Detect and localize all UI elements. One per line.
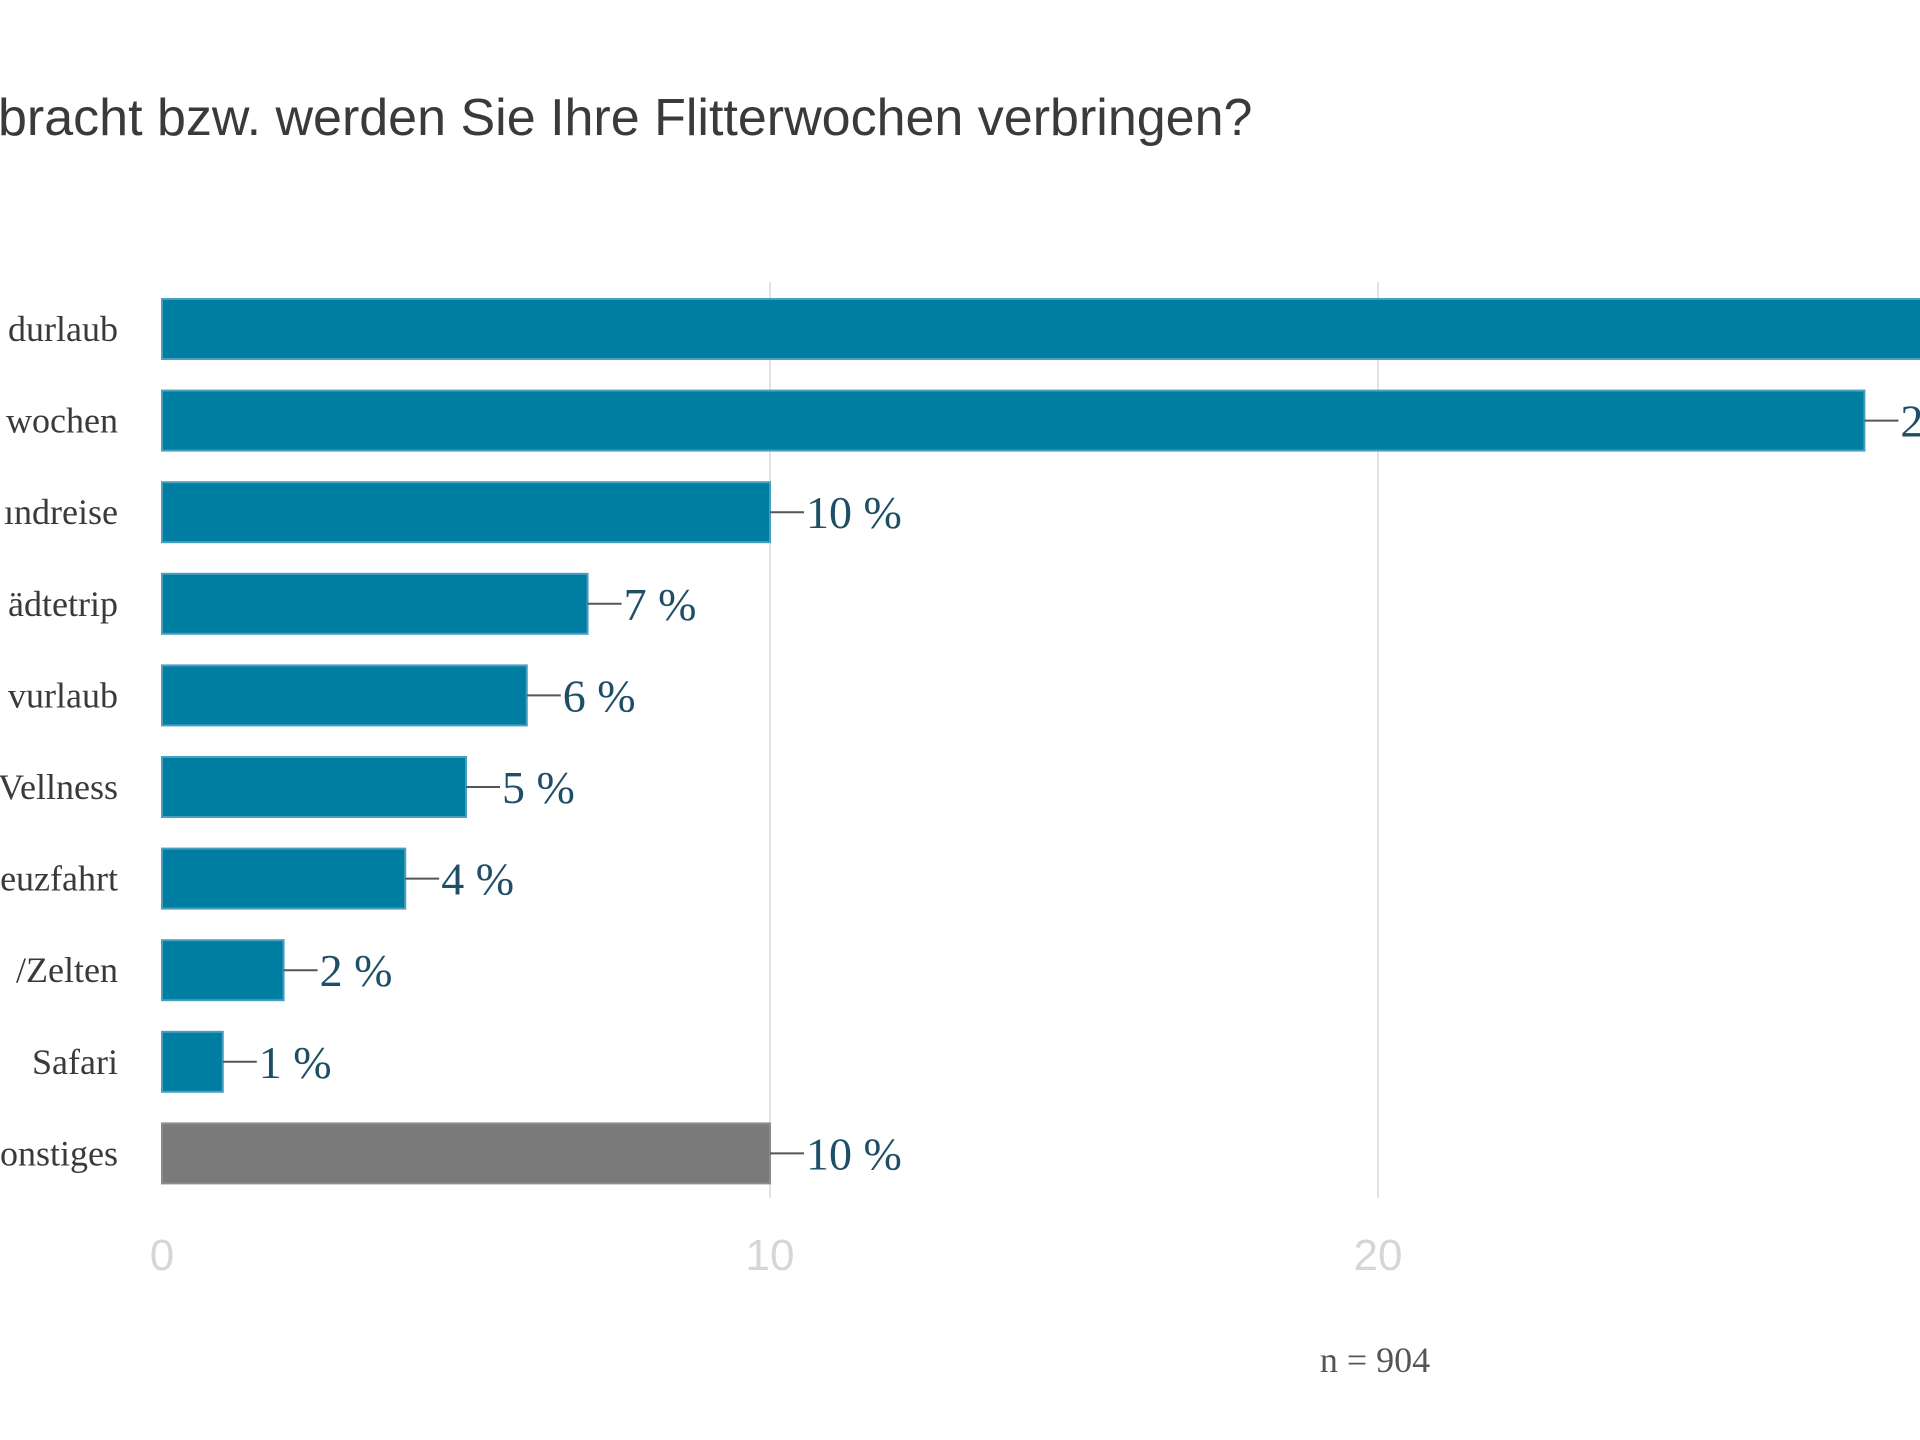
bar-9 xyxy=(161,1030,224,1093)
category-label-2: wochen xyxy=(6,401,118,441)
bar-4 xyxy=(161,572,589,635)
value-label-8: 2 % xyxy=(320,945,393,996)
value-label-4: 7 % xyxy=(624,579,697,630)
value-label-2: 2 xyxy=(1900,396,1920,447)
bar-6 xyxy=(161,756,467,818)
category-label-8: /Zelten xyxy=(16,950,118,990)
category-label-5: vurlaub xyxy=(8,675,118,715)
x-tick-label-0: 0 xyxy=(150,1231,174,1280)
bar-1 xyxy=(161,298,1920,360)
value-labels: 2 10 % 7 % 6 % 5 % 4 % 2 % 1 % 10 % xyxy=(222,396,1920,1179)
value-label-9: 1 % xyxy=(259,1037,332,1088)
chart-title: bracht bzw. werden Sie Ihre Flitterwoche… xyxy=(0,89,1252,147)
bar-7 xyxy=(161,847,407,910)
category-label-4: ädtetrip xyxy=(8,584,118,624)
value-label-5: 6 % xyxy=(563,670,636,721)
x-axis-ticks: 0 10 20 xyxy=(150,1231,1403,1280)
sample-size-note: n = 904 xyxy=(1320,1340,1430,1380)
category-labels: durlaub wochen ındreise ädtetrip vurlaub Vell… xyxy=(0,309,118,1173)
bar-5 xyxy=(161,664,528,727)
category-label-3: ındreise xyxy=(4,492,118,532)
bar-8 xyxy=(161,939,285,1002)
value-label-7: 4 % xyxy=(441,854,514,905)
x-tick-label-10: 10 xyxy=(746,1231,795,1280)
category-label-10: onstiges xyxy=(0,1133,118,1173)
value-label-3: 10 % xyxy=(806,487,902,538)
category-label-1: durlaub xyxy=(8,309,118,349)
value-label-10: 10 % xyxy=(806,1128,902,1179)
bar-2 xyxy=(161,389,1866,452)
category-label-9: Safari xyxy=(32,1042,118,1082)
value-label-6: 5 % xyxy=(502,762,575,813)
x-tick-label-20: 20 xyxy=(1354,1231,1403,1280)
bar-3 xyxy=(161,481,771,544)
bar-10 xyxy=(161,1122,771,1185)
category-label-6: Vellness xyxy=(0,767,118,807)
category-label-7: euzfahrt xyxy=(0,859,118,899)
bars xyxy=(161,298,1920,1185)
